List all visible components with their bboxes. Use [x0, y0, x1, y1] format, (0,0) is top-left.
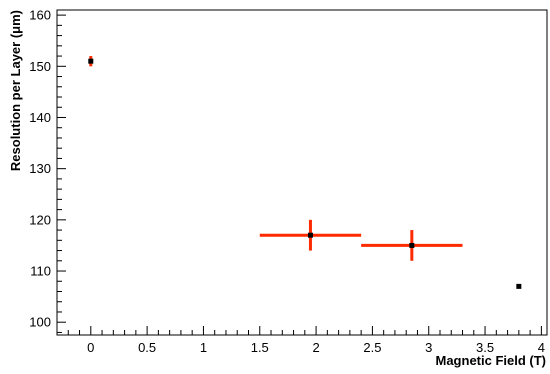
x-tick-label: 3: [425, 340, 432, 355]
y-tick-label: 120: [29, 212, 51, 227]
y-axis: 100 110 120 130 140 150 160: [29, 8, 66, 333]
x-tick-label: 4: [538, 340, 545, 355]
y-axis-title: Resolution per Layer (μm): [8, 10, 23, 171]
x-tick-label: 1.5: [251, 340, 269, 355]
point-marker: [307, 232, 313, 238]
y-tick-label: 150: [29, 59, 51, 74]
y-tick-label: 140: [29, 110, 51, 125]
y-tick-label: 160: [29, 8, 51, 23]
x-tick-label: 2.5: [363, 340, 381, 355]
x-axis: 0 0.5 1 1.5 2 2.5 3 3.5 4: [67, 326, 545, 355]
data-points: [88, 56, 522, 289]
point-marker: [516, 283, 522, 289]
x-tick-label: 3.5: [476, 340, 494, 355]
point-marker: [88, 58, 94, 64]
x-tick-label: 1: [200, 340, 207, 355]
data-point: [259, 219, 362, 251]
data-point: [361, 230, 463, 261]
x-tick-label: 0.5: [138, 340, 156, 355]
x-axis-title: Magnetic Field (T): [436, 353, 547, 368]
y-tick-label: 130: [29, 161, 51, 176]
data-point: [516, 283, 522, 289]
point-marker: [409, 242, 415, 248]
data-point: [88, 56, 94, 67]
y-tick-label: 100: [29, 315, 51, 330]
plot-frame: [56, 9, 548, 336]
x-tick-label: 2: [312, 340, 319, 355]
x-tick-label: 0: [87, 340, 94, 355]
y-tick-label: 110: [30, 264, 51, 279]
